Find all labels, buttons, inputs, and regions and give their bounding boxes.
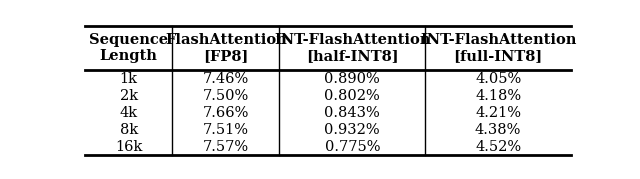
- Text: 16k: 16k: [115, 140, 142, 154]
- Text: 7.46%: 7.46%: [203, 72, 249, 86]
- Text: 8k: 8k: [120, 123, 138, 137]
- Text: 7.57%: 7.57%: [203, 140, 249, 154]
- Text: 4.38%: 4.38%: [475, 123, 522, 137]
- Text: Sequence
Length: Sequence Length: [89, 33, 168, 63]
- Text: 1k: 1k: [120, 72, 138, 86]
- Text: 2k: 2k: [120, 89, 138, 103]
- Text: 0.802%: 0.802%: [324, 89, 380, 103]
- Text: 0.932%: 0.932%: [324, 123, 380, 137]
- Text: 0.775%: 0.775%: [324, 140, 380, 154]
- Text: 4.21%: 4.21%: [475, 106, 521, 120]
- Text: 4.52%: 4.52%: [475, 140, 521, 154]
- Text: 0.890%: 0.890%: [324, 72, 380, 86]
- Text: 7.51%: 7.51%: [203, 123, 249, 137]
- Text: 7.66%: 7.66%: [203, 106, 249, 120]
- Text: 4.18%: 4.18%: [475, 89, 521, 103]
- Text: 4k: 4k: [120, 106, 138, 120]
- Text: INT-FlashAttention
[half-INT8]: INT-FlashAttention [half-INT8]: [274, 33, 431, 63]
- Text: 4.05%: 4.05%: [475, 72, 521, 86]
- Text: 7.50%: 7.50%: [203, 89, 249, 103]
- Text: FlashAttention
[FP8]: FlashAttention [FP8]: [165, 33, 287, 63]
- Text: INT-FlashAttention
[full-INT8]: INT-FlashAttention [full-INT8]: [420, 33, 576, 63]
- Text: 0.843%: 0.843%: [324, 106, 380, 120]
